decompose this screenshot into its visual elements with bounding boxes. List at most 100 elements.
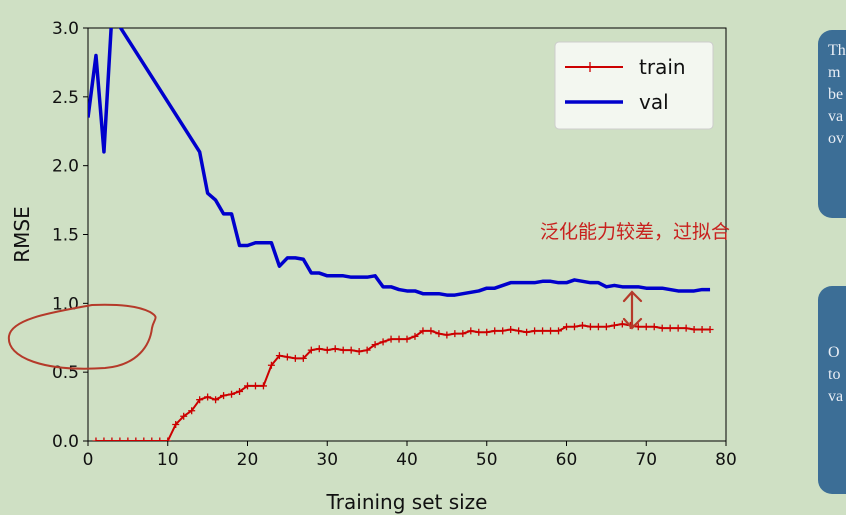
hand-annotations	[7, 290, 643, 370]
note-line: be	[828, 86, 844, 103]
series-point-train	[196, 396, 204, 404]
legend-box	[554, 41, 714, 130]
series-point-train	[315, 345, 323, 353]
series-point-train	[323, 346, 331, 354]
series-point-train	[363, 346, 371, 354]
series-point-train	[555, 327, 563, 335]
series-clip-group	[88, 28, 714, 441]
series-point-train	[602, 323, 610, 331]
series-point-train	[140, 437, 148, 441]
x-tick-label: 70	[635, 450, 657, 470]
series-point-train	[371, 341, 379, 349]
series-point-train	[706, 325, 714, 333]
y-tick-label: 2.5	[52, 88, 79, 108]
series-point-train	[403, 335, 411, 343]
series-point-train	[275, 352, 283, 360]
series-point-train	[236, 387, 244, 395]
series-point-train	[459, 330, 467, 338]
series-line-train	[95, 322, 711, 441]
series-point-train	[172, 420, 180, 428]
series-point-train	[259, 382, 267, 390]
series-point-train	[228, 390, 236, 398]
series-point-train	[148, 437, 156, 441]
note-line: va	[828, 388, 844, 405]
series-point-train	[483, 328, 491, 336]
series-point-train	[347, 346, 355, 354]
series-point-train	[531, 327, 539, 335]
series-point-train	[379, 338, 387, 346]
note-line: va	[828, 108, 844, 125]
series-point-train	[291, 354, 299, 362]
x-tick-label: 20	[237, 450, 259, 470]
series-point-train	[299, 354, 307, 362]
x-tick-label: 60	[556, 450, 578, 470]
series-point-train	[355, 348, 363, 356]
series-line-val	[88, 28, 711, 297]
series-point-train	[411, 332, 419, 340]
legend-label-train: train	[639, 55, 686, 79]
series-point-train	[164, 437, 172, 441]
series-point-train	[451, 330, 459, 338]
series-point-train	[642, 323, 650, 331]
series-point-train	[634, 323, 642, 331]
legend-label-val: val	[639, 90, 669, 114]
legend-marker	[585, 62, 595, 72]
plot-series	[88, 28, 714, 441]
series-point-train	[539, 327, 547, 335]
series-point-train	[188, 407, 196, 415]
series-point-train	[698, 325, 706, 333]
series-point-train	[204, 393, 212, 401]
note-line: m	[828, 64, 841, 81]
series-point-train	[124, 437, 132, 441]
series-point-train	[395, 335, 403, 343]
hand-circle	[7, 303, 157, 370]
series-point-train	[682, 324, 690, 332]
series-point-train	[586, 323, 594, 331]
note-line: ov	[828, 130, 844, 147]
series-point-train	[475, 328, 483, 336]
series-point-train	[658, 324, 666, 332]
series-point-train	[419, 327, 427, 335]
x-tick-label: 10	[157, 450, 179, 470]
note-line: Th	[828, 42, 846, 59]
series-point-train	[132, 437, 140, 441]
series-point-train	[666, 324, 674, 332]
y-tick-label: 0.0	[52, 432, 79, 452]
series-point-train	[674, 324, 682, 332]
series-point-train	[690, 325, 698, 333]
y-tick-label: 1.5	[52, 226, 79, 246]
x-tick-label: 30	[316, 450, 338, 470]
series-point-train	[570, 323, 578, 331]
series-point-train	[435, 330, 443, 338]
series-point-train	[92, 437, 100, 441]
series-point-train	[491, 327, 499, 335]
slide-note-top: Th m be va ov	[818, 30, 846, 218]
plot-axes: 0 10 20 30 40 50 60 70 800.00.51.01.52.02.53.0Tr…	[10, 19, 737, 514]
series-point-train	[244, 382, 251, 390]
series-point-train	[515, 327, 523, 335]
x-tick-label: 80	[715, 450, 737, 470]
series-point-train	[108, 437, 116, 441]
note-line: to	[828, 366, 841, 383]
x-tick-label: 40	[396, 450, 418, 470]
series-point-train	[499, 327, 507, 335]
series-point-train	[523, 328, 531, 336]
series-point-train	[650, 323, 658, 331]
y-tick-label: 2.0	[52, 157, 79, 177]
series-point-train	[331, 345, 339, 353]
series-point-train	[387, 335, 395, 343]
note-line: O	[828, 344, 840, 361]
legend: train val	[554, 41, 714, 130]
x-axis-label: Training set size	[326, 490, 488, 514]
series-point-train	[283, 353, 291, 361]
y-axis-label: RMSE	[10, 206, 34, 262]
x-tick-label: 0	[83, 450, 94, 470]
series-point-train	[427, 327, 435, 335]
x-tick-label: 50	[476, 450, 498, 470]
series-point-train	[180, 412, 188, 420]
series-point-train	[578, 321, 586, 329]
series-point-train	[100, 437, 108, 441]
series-point-train	[339, 346, 347, 354]
